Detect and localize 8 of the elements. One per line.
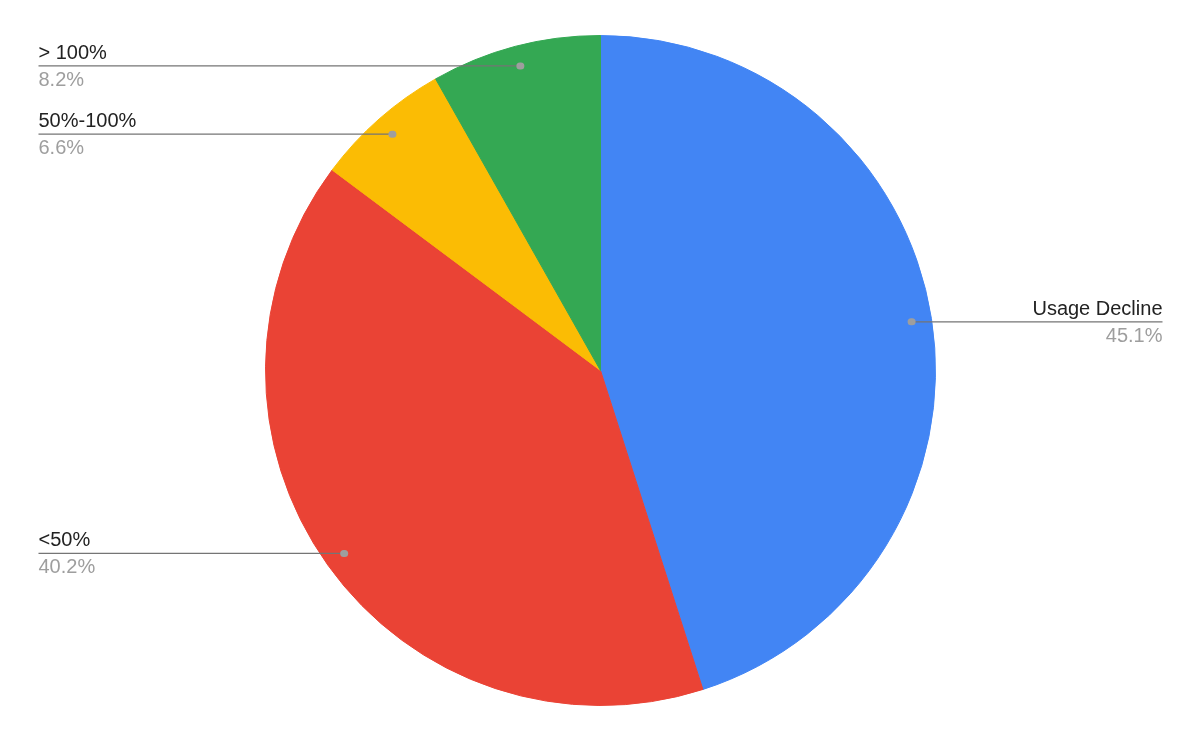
data-label: 6.6% <box>38 136 85 159</box>
slice-label: > 100% <box>38 40 108 63</box>
slice-label: 50%-100% <box>38 109 137 132</box>
data-label: 40.2% <box>38 555 96 578</box>
slice-label: Usage Decline <box>1032 296 1163 319</box>
data-label: 45.1% <box>1105 323 1163 346</box>
data-label: 8.2% <box>38 67 85 90</box>
slice-label: <50% <box>38 528 91 551</box>
